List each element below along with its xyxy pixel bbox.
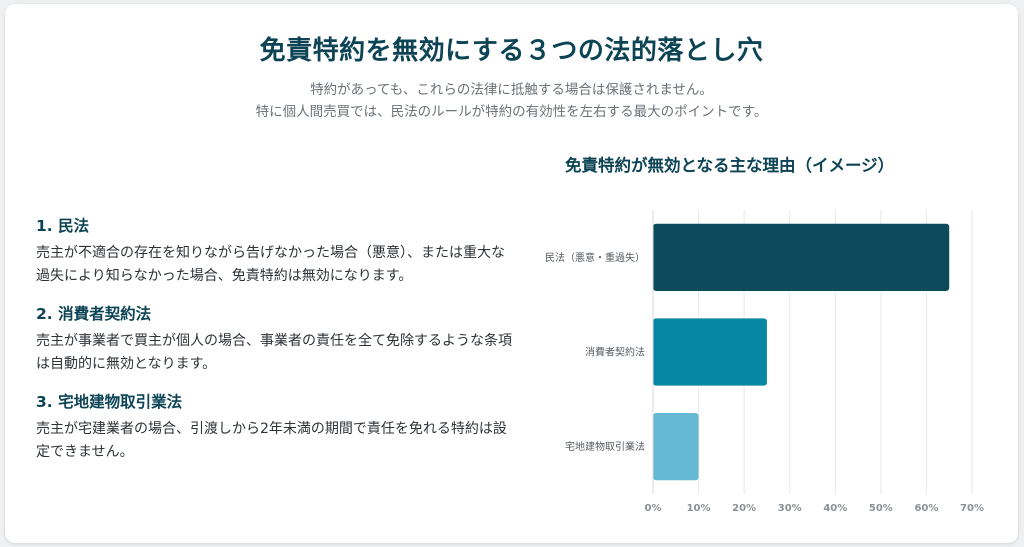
chart-title: 免責特約が無効となる主な理由（イメージ） [565,156,895,175]
law-list: 1. 民法 売主が不適合の存在を知りながら告げなかった場合（悪意）、または重大な… [36,214,516,478]
page-subtitle-line-1: 特約があっても、これらの法律に抵触する場合は保護されません。 [310,82,713,98]
law-description: 売主が宅建業者の場合、引渡しから2年未満の期間で責任を免れる特約は設定できません… [36,421,507,460]
law-item-consumer-contract-act: 2. 消費者契約法 売主が事業者で買主が個人の場合、事業者の責任を全て免除するよ… [36,302,516,376]
page-subtitle-line-2: 特に個人間売買では、民法のルールが特約の有効性を左右する最大のポイントです。 [255,104,768,120]
law-title: 1. 民法 [36,217,90,235]
law-description: 売主が不適合の存在を知りながら告げなかった場合（悪意）、または重大な過失により知… [36,245,505,284]
law-title: 2. 消費者契約法 [36,305,152,323]
law-title: 3. 宅地建物取引業法 [36,393,183,411]
main-card: 免責特約を無効にする３つの法的落とし穴 特約があっても、これらの法律に抵触する場… [5,4,1018,543]
bar [653,318,767,386]
law-description: 売主が事業者で買主が個人の場合、事業者の責任を全て免除するような条項は自動的に無… [36,333,512,372]
x-tick-label: 10% [687,503,711,514]
category-label: 宅地建物取引業法 [565,440,645,453]
category-label: 民法（悪意・重過失） [545,251,645,264]
x-tick-label: 30% [778,503,802,514]
x-tick-label: 40% [823,503,847,514]
law-item-real-estate-act: 3. 宅地建物取引業法 売主が宅建業者の場合、引渡しから2年未満の期間で責任を免… [36,390,516,464]
bar [653,223,950,291]
x-tick-label: 50% [869,503,893,514]
law-item-civil-code: 1. 民法 売主が不適合の存在を知りながら告げなかった場合（悪意）、または重大な… [36,214,516,288]
x-tick-label: 20% [732,503,756,514]
x-tick-label: 60% [914,503,938,514]
x-tick-label: 70% [960,503,984,514]
page-title: 免責特約を無効にする３つの法的落とし穴 [259,36,764,66]
x-tick-label: 0% [645,503,662,514]
category-label: 消費者契約法 [585,346,645,359]
bar [653,413,699,481]
